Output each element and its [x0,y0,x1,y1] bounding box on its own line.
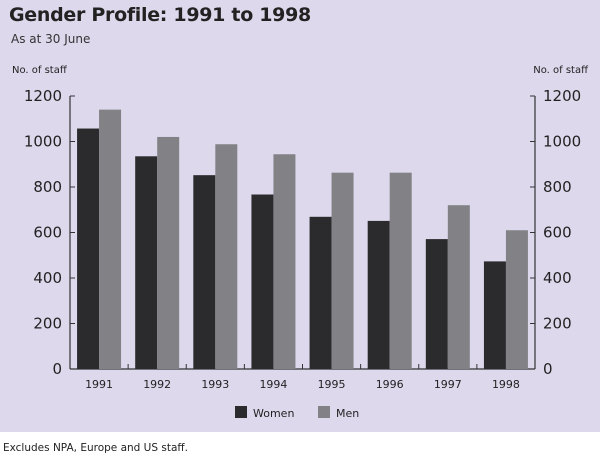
legend-swatch-women [235,406,247,418]
legend-label-men: Men [336,407,359,420]
bar-men-1992 [157,136,180,369]
legend-label-women: Women [253,407,294,420]
y-tick-label-left: 0 [52,360,62,378]
bar-men-1995 [331,172,354,369]
y-tick-label-left: 800 [33,178,62,196]
x-tick-label: 1994 [259,378,287,391]
y-tick-label-left: 400 [33,269,62,287]
bar-chart: 0 0 200 200 400 400 600 600 800 800 1000 1000 1200 12… [24,87,581,420]
bar-women-1995 [309,216,332,369]
y-tick-label-right: 1200 [543,87,581,105]
y-tick-label-left: 600 [33,224,62,242]
bar-men-1996 [389,172,412,369]
x-tick-label: 1997 [434,378,462,391]
y-tick-label-left: 200 [33,315,62,333]
footnote: Excludes NPA, Europe and US staff. [3,442,188,454]
bar-men-1994 [273,154,296,369]
x-tick-label: 1993 [201,378,229,391]
y-axis-label-right: No. of staff [533,65,588,76]
x-tick-label: 1991 [85,378,113,391]
bar-women-1991 [77,128,100,369]
y-tick-label-right: 1000 [543,133,581,151]
bar-women-1998 [483,261,506,369]
bar-women-1994 [251,194,274,369]
y-tick-label-left: 1000 [24,133,62,151]
x-tick-label: 1992 [143,378,171,391]
bar-men-1993 [215,144,238,369]
bar-women-1992 [135,156,158,369]
bar-men-1991 [99,109,122,370]
y-axis-label-left: No. of staff [12,65,67,76]
legend-swatch-men [318,406,330,418]
y-tick-label-right: 400 [543,269,572,287]
y-tick-label-left: 1200 [24,87,62,105]
bar-women-1997 [425,239,448,369]
chart-title: Gender Profile: 1991 to 1998 [9,4,311,26]
bar-women-1993 [193,175,216,369]
y-tick-label-right: 200 [543,315,572,333]
bar-men-1997 [447,205,470,369]
chart-subtitle: As at 30 June [11,32,91,46]
bar-men-1998 [505,230,528,369]
bar-women-1996 [367,220,390,369]
x-tick-label: 1998 [492,378,520,391]
y-tick-label-right: 0 [543,360,553,378]
y-tick-label-right: 600 [543,224,572,242]
chart-panel: Gender Profile: 1991 to 1998 As at 30 Ju… [0,0,600,432]
x-tick-label: 1995 [318,378,346,391]
x-tick-label: 1996 [376,378,404,391]
y-tick-label-right: 800 [543,178,572,196]
